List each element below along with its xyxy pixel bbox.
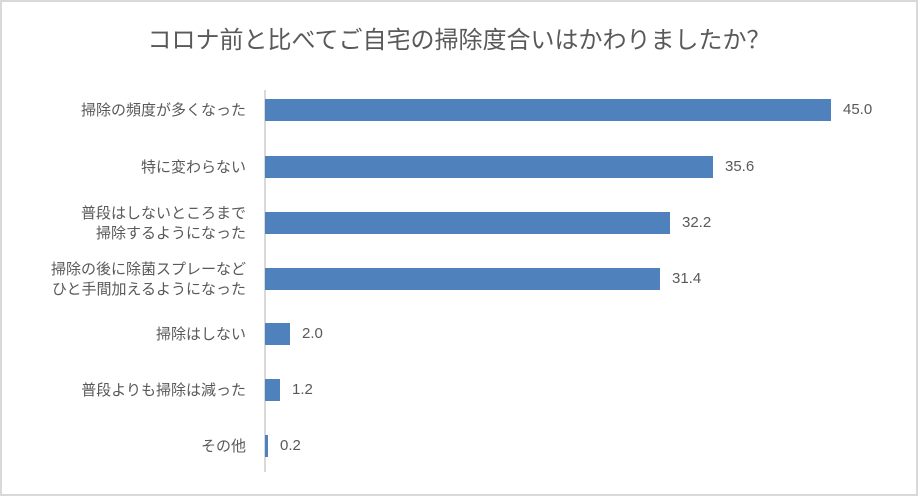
- bar: [265, 212, 670, 234]
- bar-row: 普段よりも掃除は減った 1.2: [2, 362, 916, 418]
- bar-row: 特に変わらない 35.6: [2, 139, 916, 195]
- value-label: 45.0: [843, 101, 873, 118]
- bar: [265, 99, 831, 121]
- value-label: 31.4: [672, 270, 702, 287]
- bar-row: 掃除の頻度が多くなった 45.0: [2, 82, 916, 138]
- category-label: 掃除の頻度が多くなった: [80, 101, 246, 119]
- chart-title: コロナ前と比べてご自宅の掃除度合いはかわりましたか？: [147, 26, 771, 54]
- value-label: 32.2: [682, 214, 712, 231]
- category-label: 掃除はしない: [155, 325, 246, 343]
- category-label: 普段はしないところまで 掃除するようになった: [80, 204, 246, 242]
- bar-row: 掃除はしない 2.0: [2, 306, 916, 362]
- value-label: 2.0: [302, 325, 323, 342]
- bar-row: 掃除の後に除菌スプレーなど ひと手間加えるようになった 31.4: [2, 251, 916, 307]
- bar-row: 普段はしないところまで 掃除するようになった 32.2: [2, 195, 916, 251]
- bar: [265, 268, 660, 290]
- bar: [265, 323, 290, 345]
- category-label: その他: [200, 437, 246, 455]
- bar-row: その他 0.2: [2, 418, 916, 474]
- category-label: 特に変わらない: [140, 158, 246, 176]
- category-label: 普段よりも掃除は減った: [81, 381, 246, 399]
- value-label: 0.2: [280, 437, 301, 454]
- bar: [265, 435, 268, 457]
- category-label: 掃除の後に除菌スプレーなど ひと手間加えるようになった: [50, 260, 246, 298]
- bar: [265, 156, 713, 178]
- value-label: 35.6: [725, 158, 755, 175]
- bar: [265, 379, 280, 401]
- value-label: 1.2: [292, 381, 313, 398]
